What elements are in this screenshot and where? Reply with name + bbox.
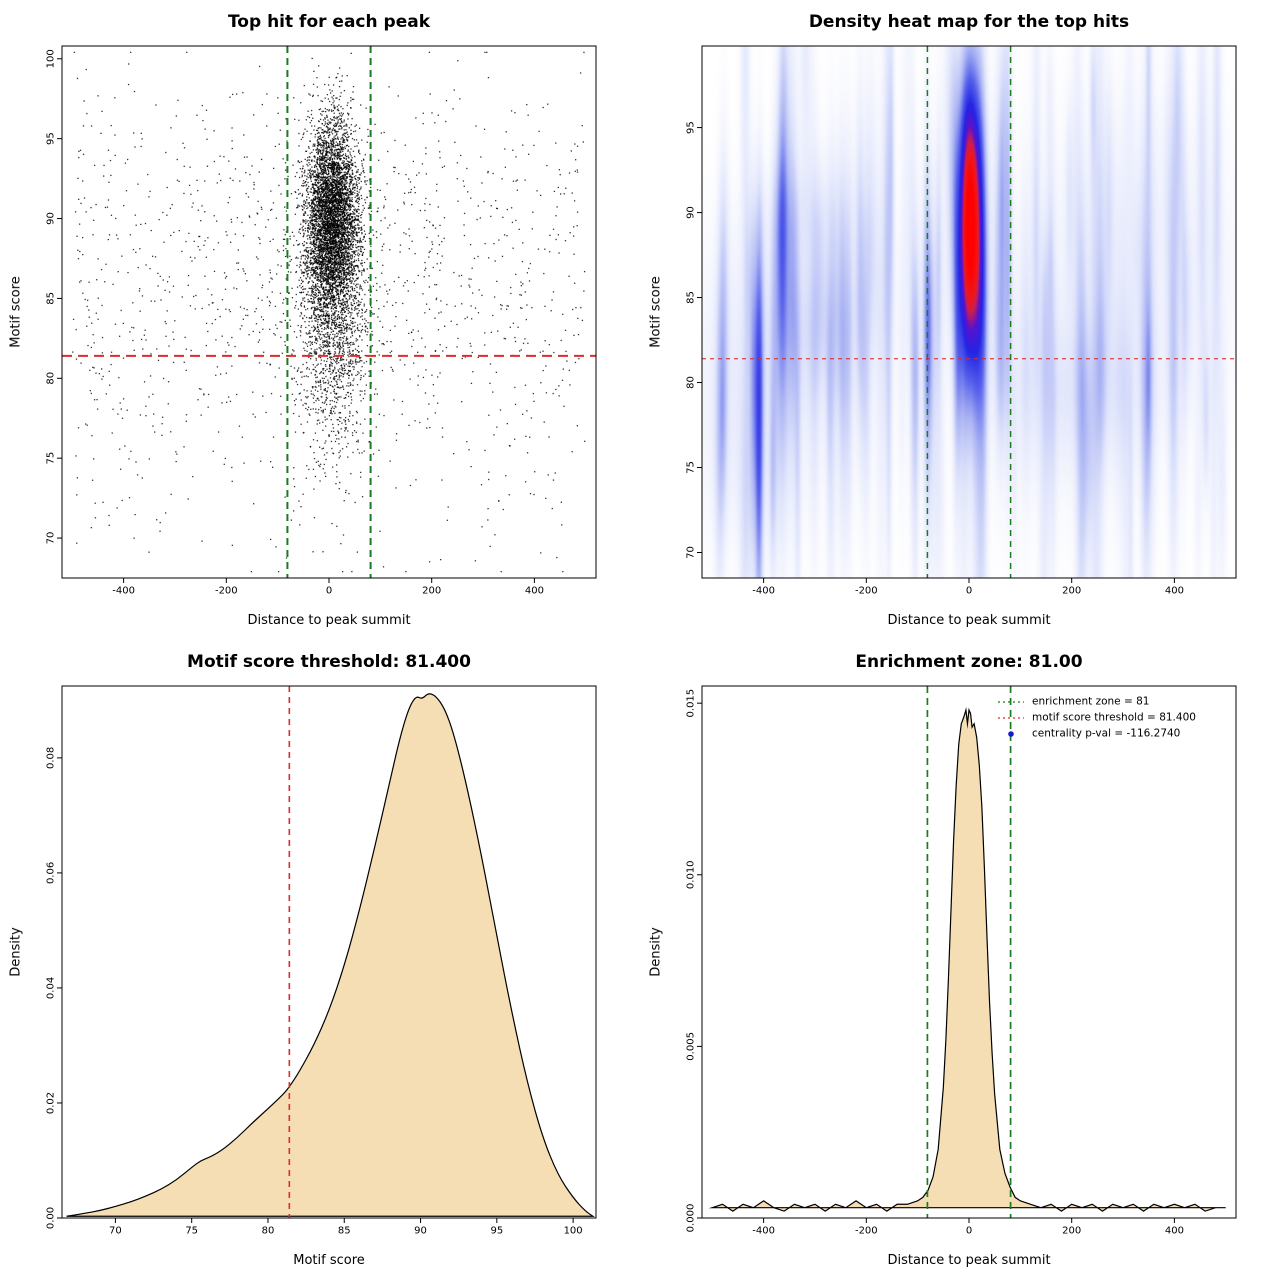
panel-top-hit-scatter: Top hit for each peak Distance to peak s… bbox=[0, 0, 640, 640]
scatter-plot-canvas bbox=[0, 0, 640, 640]
heatmap-canvas bbox=[640, 0, 1280, 640]
y-axis-label: Motif score bbox=[8, 276, 24, 348]
panel-density-heatmap: Density heat map for the top hits Distan… bbox=[640, 0, 1280, 640]
panel-title: Enrichment zone: 81.00 bbox=[855, 652, 1083, 672]
panel-title: Top hit for each peak bbox=[227, 12, 431, 32]
x-axis-label: Distance to peak summit bbox=[887, 1253, 1051, 1268]
x-axis-label: Distance to peak summit bbox=[247, 613, 411, 628]
distance-density-canvas bbox=[640, 640, 1280, 1280]
panel-motif-score-density: Motif score threshold: 81.400 Motif scor… bbox=[0, 640, 640, 1280]
panel-title: Density heat map for the top hits bbox=[808, 12, 1130, 32]
panel-enrichment-zone-density: Enrichment zone: 81.00 Distance to peak … bbox=[640, 640, 1280, 1280]
x-axis-label: Distance to peak summit bbox=[887, 613, 1051, 628]
y-axis-label: Density bbox=[8, 927, 24, 977]
score-density-canvas bbox=[0, 640, 640, 1280]
y-axis-label: Density bbox=[648, 927, 664, 977]
panel-title: Motif score threshold: 81.400 bbox=[187, 652, 471, 672]
x-axis-label: Motif score bbox=[293, 1253, 365, 1268]
y-axis-label: Motif score bbox=[648, 276, 664, 348]
